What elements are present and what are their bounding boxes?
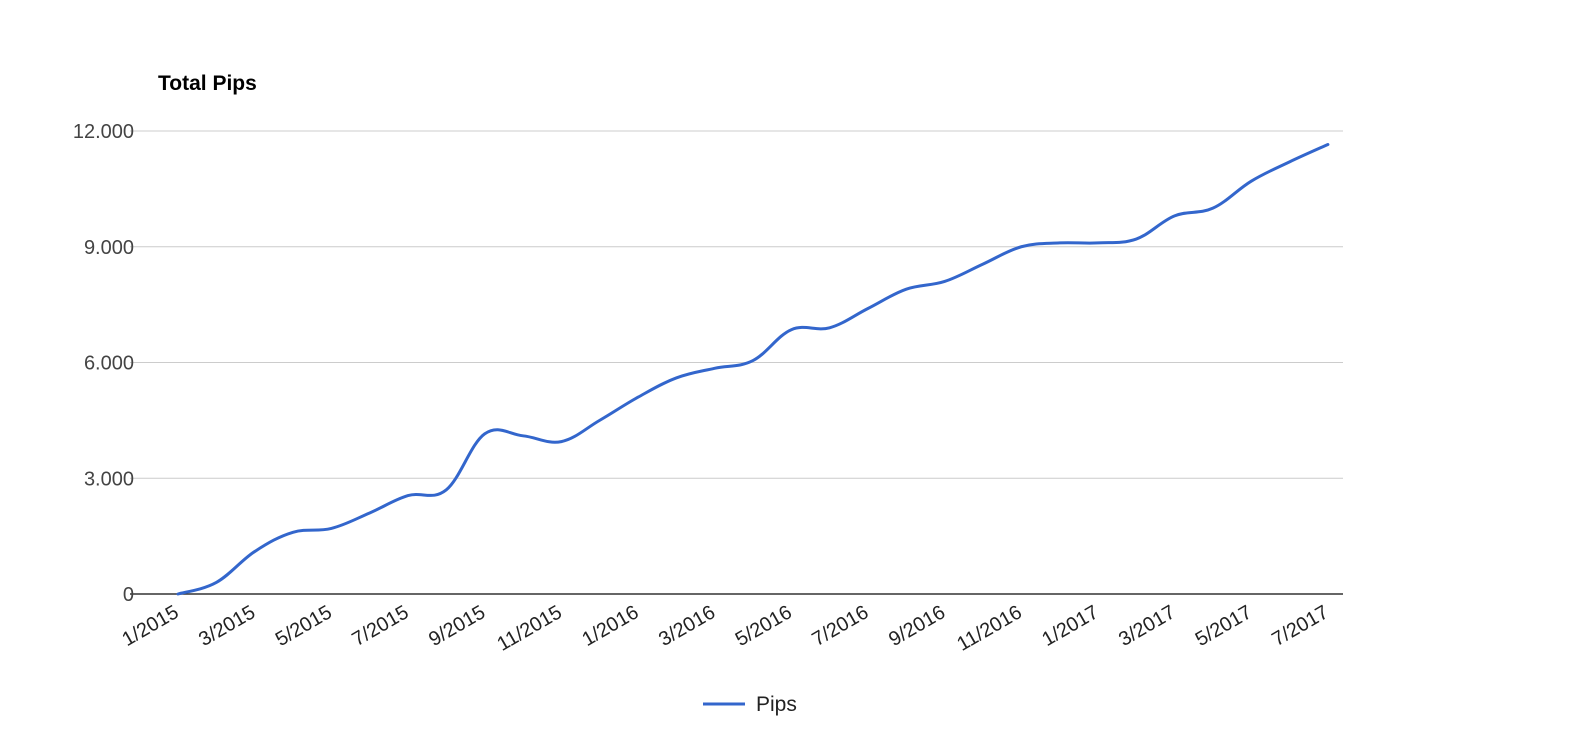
y-tick-label: 0 [123, 584, 134, 606]
x-tick-label: 11/2015 [493, 601, 565, 655]
x-tick-label: 9/2015 [425, 601, 489, 651]
x-tick-label: 7/2015 [349, 601, 413, 651]
x-tick-label: 3/2016 [655, 601, 719, 651]
x-axis-tick-labels: 1/2015 3/2015 5/2015 7/2015 9/2015 11/2015 1/2… [119, 601, 1333, 655]
x-tick-label: 5/2016 [732, 601, 796, 651]
legend-label-pips: Pips [756, 693, 797, 716]
x-tick-label: 9/2016 [885, 601, 949, 651]
y-axis-tick-labels: 0 3.000 6.000 9.000 12.000 [73, 121, 134, 606]
y-tick-label: 3.000 [84, 468, 134, 490]
gridlines [130, 130, 1343, 595]
y-tick-label: 12.000 [73, 121, 134, 143]
x-tick-label: 11/2016 [953, 601, 1025, 655]
x-tick-label: 3/2015 [195, 601, 259, 651]
series-line-pips [176, 143, 1330, 596]
legend[interactable]: Pips [703, 693, 797, 716]
y-tick-label: 6.000 [84, 353, 134, 375]
x-tick-label: 7/2016 [808, 601, 872, 651]
x-tick-label: 1/2017 [1038, 601, 1102, 651]
x-tick-label: 1/2015 [119, 601, 183, 651]
x-tick-label: 5/2017 [1192, 601, 1256, 651]
x-tick-label: 5/2015 [272, 601, 336, 651]
y-tick-label: 9.000 [84, 237, 134, 259]
chart-title: Total Pips [158, 72, 257, 95]
x-tick-label: 3/2017 [1115, 601, 1179, 651]
x-tick-label: 7/2017 [1268, 601, 1332, 651]
series-layer [176, 143, 1330, 596]
x-tick-label: 1/2016 [578, 601, 642, 651]
